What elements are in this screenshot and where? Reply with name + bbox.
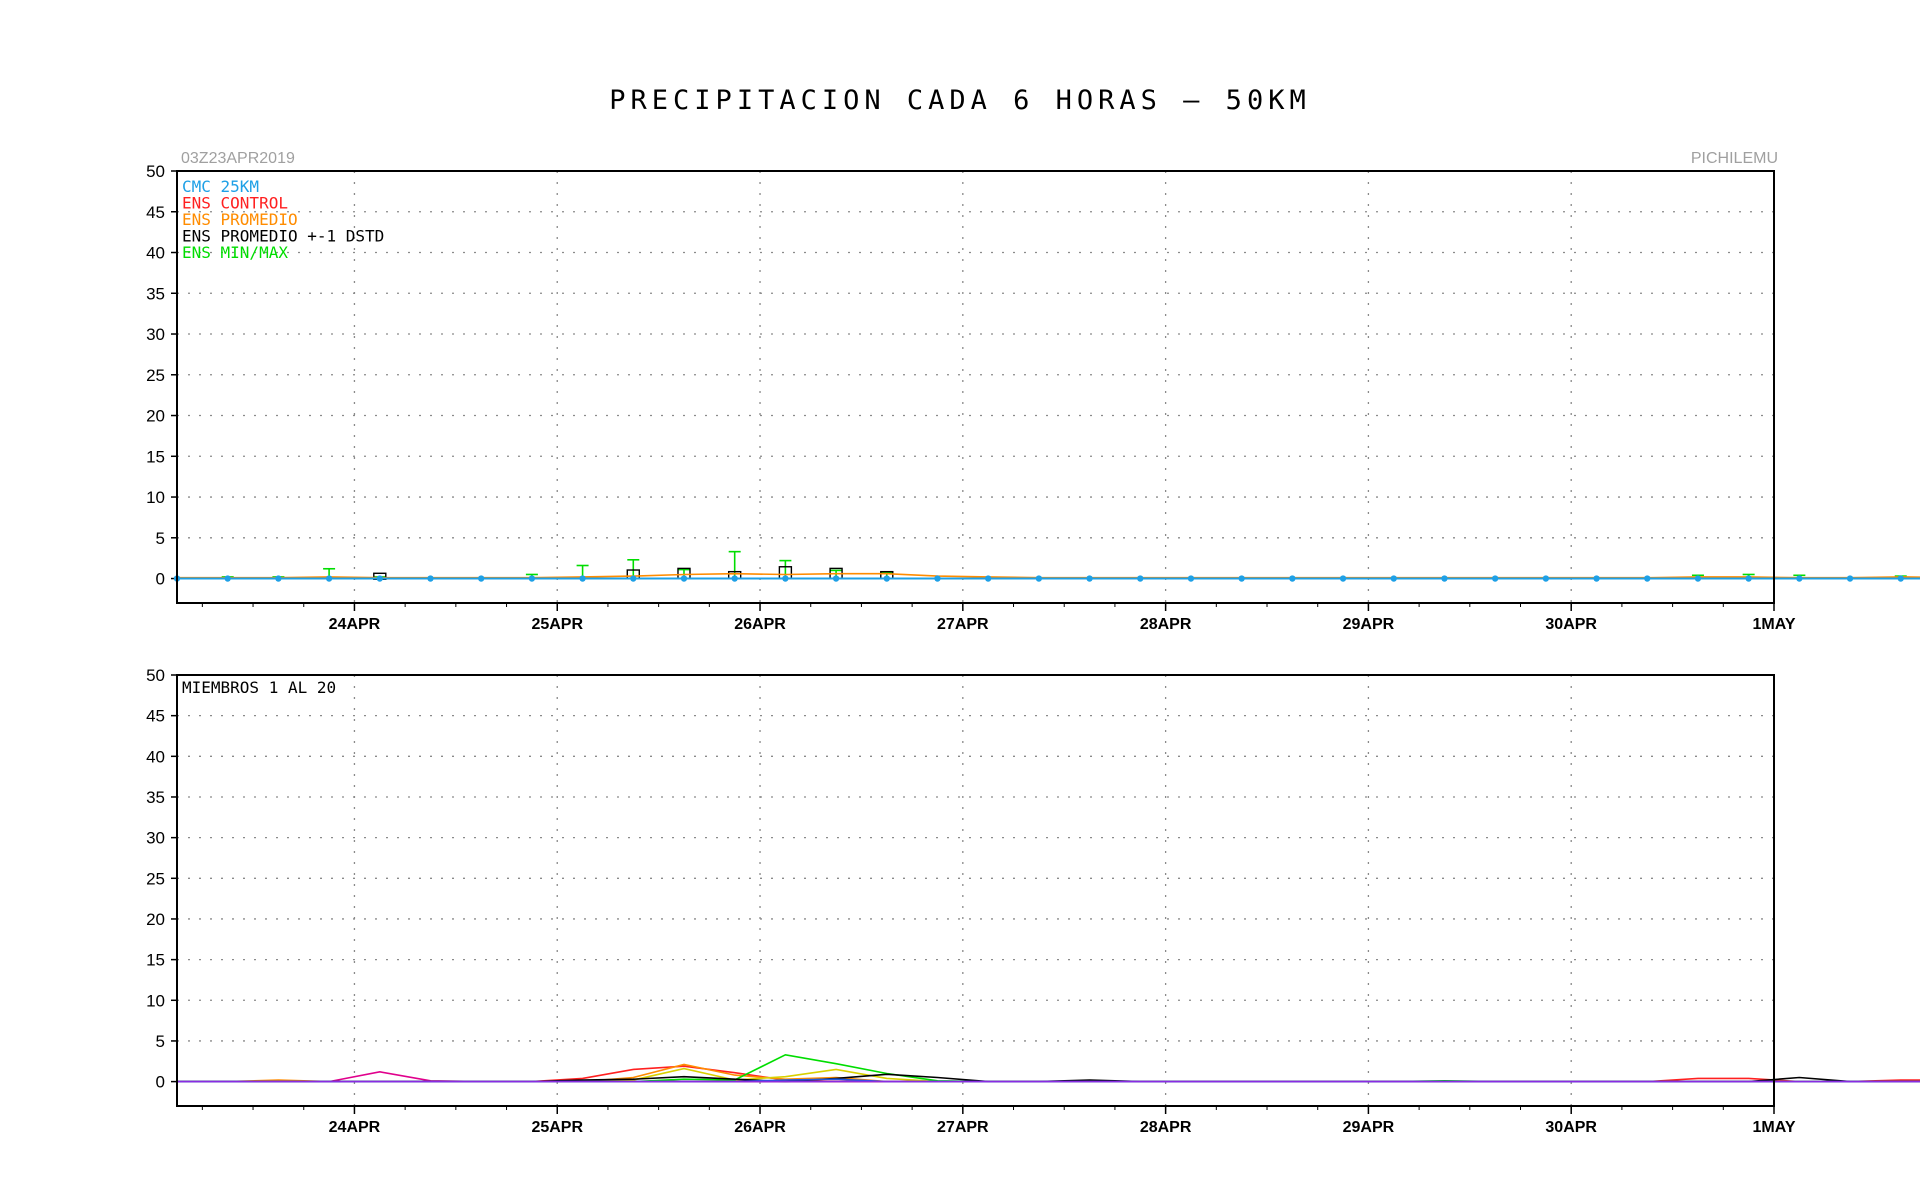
y-tick-label: 25 (146, 869, 165, 888)
cmc-point (427, 575, 434, 582)
cmc-point (1441, 575, 1448, 582)
run-label: 03Z23APR2019 (181, 150, 295, 167)
cmc-point (376, 575, 383, 582)
x-tick-label: 1MAY (1753, 616, 1796, 633)
member-series-line (177, 1063, 1920, 1083)
cmc-point (782, 575, 789, 582)
x-tick-label: 30APR (1545, 1119, 1597, 1136)
panel-bottom: 0 5 10 15 20 25 30 35 40 45 50 24APR 25APR 26APR 27APR… (146, 666, 1920, 1136)
y-tick-label: 35 (146, 284, 165, 303)
y-tick-label: 0 (156, 570, 165, 589)
cmc-point (325, 575, 333, 582)
cmc-point (1897, 575, 1904, 582)
x-tick-label: 25APR (531, 616, 583, 633)
cmc-point (1086, 575, 1093, 582)
x-tick-label: 29APR (1343, 616, 1395, 633)
cmc-point (1694, 575, 1702, 582)
y-tick-label: 40 (146, 747, 165, 766)
cmc-point (477, 575, 485, 582)
cmc-point (1644, 575, 1651, 582)
member-series-line (177, 1053, 1920, 1083)
y-tick-label: 20 (146, 407, 165, 426)
x-tick-label: 28APR (1140, 616, 1192, 633)
y-tick-label: 50 (146, 162, 165, 181)
x-tick-label: 28APR (1140, 1119, 1192, 1136)
plot-frame (176, 674, 1775, 1107)
cmc-point (579, 575, 586, 582)
cmc-point (1542, 575, 1550, 582)
legend-entry: ENS CONTROL (182, 194, 288, 213)
cmc-point (224, 575, 231, 582)
cmc-point (731, 575, 738, 582)
y-tick-label: 40 (146, 244, 165, 263)
cmc-point (1745, 575, 1752, 582)
cmc-point (1593, 575, 1600, 582)
y-tick-label: 5 (156, 529, 165, 548)
cmc-point (984, 575, 992, 582)
cmc-point (1390, 575, 1397, 582)
y-tick-label: 30 (146, 829, 165, 848)
x-tick-label: 30APR (1545, 616, 1597, 633)
cmc-point (883, 575, 890, 582)
legend-entry: ENS PROMEDIO (182, 210, 298, 229)
member-series-line (177, 1065, 1920, 1083)
cmc-point (528, 575, 536, 582)
x-tick-label: 27APR (937, 616, 989, 633)
cmc-point (832, 575, 840, 582)
plot-frame (176, 170, 1775, 604)
cmc-point (1796, 575, 1803, 582)
ens-promedio-line (177, 572, 1920, 579)
cmc-point (1339, 575, 1347, 582)
legend-entry: ENS MIN/MAX (182, 243, 288, 262)
y-tick-label: 20 (146, 910, 165, 929)
members-annotation: MIEMBROS 1 AL 20 (182, 678, 336, 697)
x-tick-label: 1MAY (1753, 1119, 1796, 1136)
cmc-point (1187, 575, 1195, 582)
y-tick-label: 45 (146, 203, 165, 222)
y-tick-label: 30 (146, 325, 165, 344)
x-tick-label: 25APR (531, 1119, 583, 1136)
cmc-point (630, 575, 637, 582)
panel-top: 0 5 10 15 20 25 30 35 40 45 50 24APR 25APR 26APR 27APR… (146, 162, 1920, 633)
x-tick-label: 24APR (329, 1119, 381, 1136)
page-title: PRECIPITACION CADA 6 HORAS — 50KM (609, 85, 1310, 116)
y-tick-label: 15 (146, 951, 165, 970)
x-tick-label: 29APR (1343, 1119, 1395, 1136)
location-label: PICHILEMU (1691, 150, 1778, 167)
y-tick-label: 10 (146, 991, 165, 1010)
cmc-point (680, 575, 688, 582)
legend-entry: ENS PROMEDIO +-1 DSTD (182, 227, 384, 246)
y-tick-label: 15 (146, 447, 165, 466)
cmc-point (1238, 575, 1245, 582)
cmc-point (275, 575, 282, 582)
x-tick-label: 26APR (734, 1119, 786, 1136)
cmc-point (1846, 575, 1854, 582)
y-tick-label: 25 (146, 366, 165, 385)
member-series-line (177, 1080, 1920, 1083)
cmc-point (1491, 575, 1499, 582)
x-tick-label: 26APR (734, 616, 786, 633)
cmc-point (1035, 575, 1043, 582)
y-tick-label: 5 (156, 1032, 165, 1051)
cmc-point (1289, 575, 1296, 582)
y-tick-label: 10 (146, 488, 165, 507)
y-tick-label: 0 (156, 1073, 165, 1092)
cmc-point (934, 575, 941, 582)
y-tick-label: 45 (146, 707, 165, 726)
legend-entry: CMC 25KM (182, 177, 259, 196)
member-series-line (177, 1067, 1920, 1083)
member-series-line (177, 1073, 1920, 1083)
y-tick-label: 35 (146, 788, 165, 807)
x-tick-label: 24APR (329, 616, 381, 633)
cmc-point (1137, 575, 1144, 582)
x-tick-label: 27APR (937, 1119, 989, 1136)
y-tick-label: 50 (146, 666, 165, 685)
